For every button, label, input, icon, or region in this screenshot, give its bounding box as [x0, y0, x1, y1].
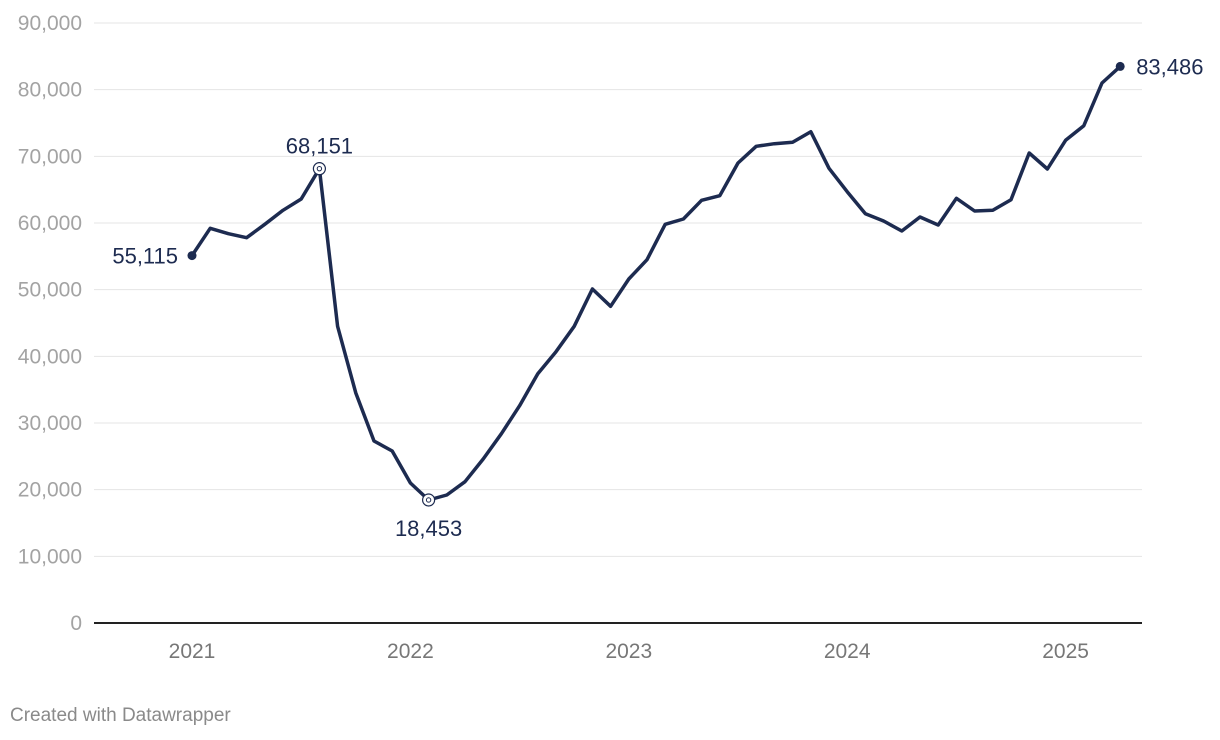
line-chart: 0 10,000 20,000 30,000 40,000 50,000 60,000 70,…: [18, 12, 1204, 663]
y-tick-label: 50,000: [18, 279, 82, 302]
credit-text: Created with Datawrapper: [10, 705, 231, 726]
annotation-label: 68,151: [286, 134, 353, 159]
y-tick-label: 30,000: [18, 412, 82, 435]
series-line: [190, 64, 1122, 502]
x-tick-label: 2022: [387, 640, 434, 663]
y-tick-label: 10,000: [18, 545, 82, 568]
annotation-marker-dot: [425, 497, 432, 503]
x-tick-label: 2024: [824, 640, 871, 663]
annotation-marker: [187, 251, 197, 261]
y-tick-label: 40,000: [18, 345, 82, 368]
y-tick-label: 90,000: [18, 12, 82, 35]
annotation-label: 18,453: [395, 516, 462, 541]
x-tick-label: 2025: [1042, 640, 1089, 663]
y-tick-label: 80,000: [18, 79, 82, 102]
x-axis-ticks: 2021 2022 2023 2024 2025: [169, 640, 1089, 663]
annotation-marker: [1115, 61, 1125, 71]
y-tick-label: 20,000: [18, 479, 82, 502]
y-tick-label: 0: [70, 612, 82, 635]
gridlines: [94, 22, 1142, 557]
annotation-label: 55,115: [112, 244, 178, 269]
x-tick-label: 2021: [169, 640, 216, 663]
annotation-marker-dot: [316, 165, 323, 172]
annotations: 55,115 68,151 18,453 83,486: [112, 54, 1203, 541]
y-tick-label: 70,000: [18, 145, 82, 168]
y-axis-ticks: 0 10,000 20,000 30,000 40,000 50,000 60,000 70,…: [18, 12, 82, 635]
y-tick-label: 60,000: [18, 212, 82, 235]
annotation-label: 83,486: [1136, 54, 1203, 79]
x-tick-label: 2023: [605, 640, 652, 663]
